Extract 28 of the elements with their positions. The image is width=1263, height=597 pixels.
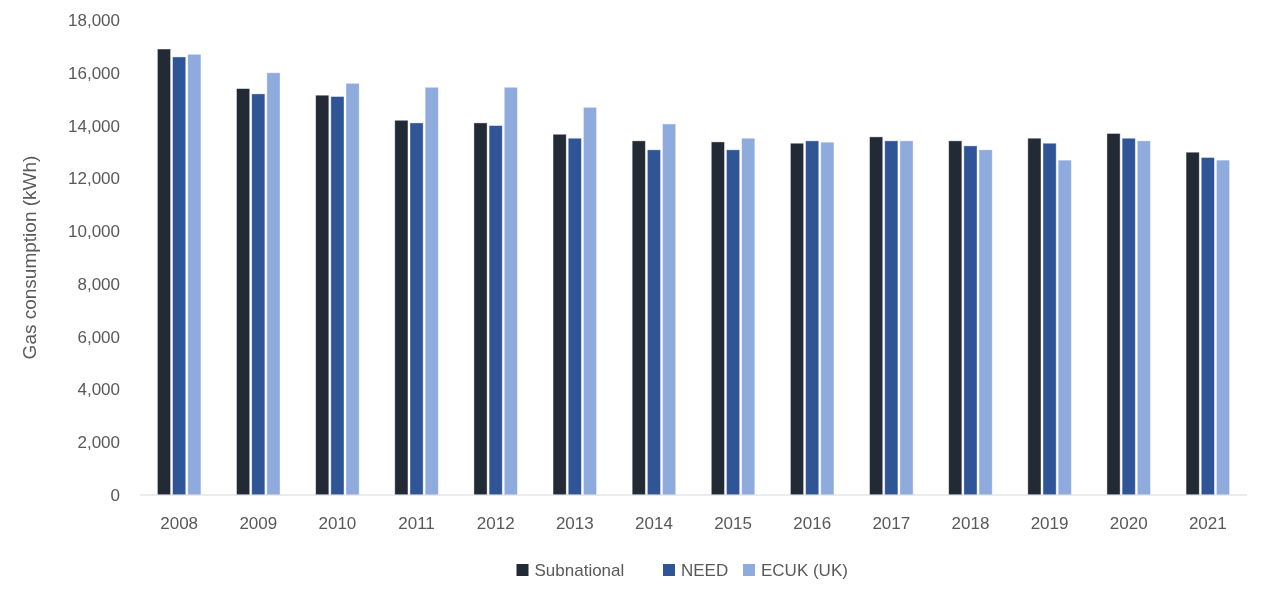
y-tick-label: 6,000 <box>77 327 120 347</box>
y-tick-label: 14,000 <box>68 116 120 136</box>
x-tick-label: 2010 <box>318 514 357 533</box>
x-tick-label: 2013 <box>555 514 594 533</box>
y-tick-label: 4,000 <box>77 380 120 400</box>
x-tick-label: 2017 <box>872 514 911 533</box>
y-axis-title: Gas consumption (kWh) <box>19 155 40 360</box>
x-tick-label: 2019 <box>1030 514 1069 533</box>
y-tick-label: 18,000 <box>68 10 120 30</box>
y-tick-label: 16,000 <box>68 63 120 83</box>
y-tick-label: 2,000 <box>77 433 120 453</box>
y-tick-label: 0 <box>110 485 120 505</box>
x-tick-label: 2016 <box>793 514 832 533</box>
x-tick-label: 2021 <box>1188 514 1227 533</box>
x-tick-label: 2018 <box>951 514 990 533</box>
legend-label: ECUK (UK) <box>761 560 848 580</box>
legend-label: Subnational <box>534 560 625 580</box>
x-tick-label: 2009 <box>239 514 278 533</box>
y-tick-label: 12,000 <box>68 169 120 189</box>
x-tick-label: 2011 <box>398 514 435 533</box>
legend-label: NEED <box>681 560 729 580</box>
x-tick-label: 2008 <box>160 514 199 533</box>
y-tick-label: 8,000 <box>77 274 120 294</box>
x-tick-label: 2012 <box>476 514 515 533</box>
x-tick-label: 2015 <box>714 514 752 533</box>
x-tick-label: 2020 <box>1109 514 1148 533</box>
x-tick-label: 2014 <box>635 514 673 533</box>
y-tick-label: 10,000 <box>68 222 120 242</box>
